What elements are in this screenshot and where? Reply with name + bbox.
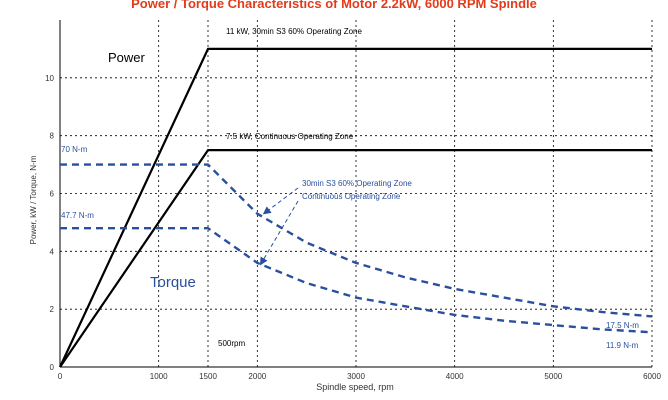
y-tick-label-0: 0 <box>50 363 55 372</box>
tick-labels: 0 1000 1500 2000 3000 4000 5000 6000 0 2 4 6 8 10 <box>45 74 661 381</box>
series-line-torque_s3 <box>60 163 653 318</box>
series-line-torque_cont <box>60 227 653 334</box>
cont-torque-zone-label: Continuous Operating Zone <box>302 192 401 201</box>
x-tick-label-3: 2000 <box>248 372 266 381</box>
s3-power-zone-label: 11 kW, 30min S3 60% Operating Zone <box>226 27 362 36</box>
cont-zone-arrow <box>259 200 299 266</box>
cont-power-zone-label: 7.5 kW, Continuous Operating Zone <box>226 132 354 141</box>
series-line-power_s3 <box>59 47 652 368</box>
x-axis-label: Spindle speed, rpm <box>316 382 394 392</box>
y-axis-label: Power, kW / Torque, N-m <box>29 155 38 244</box>
series-line-power_cont <box>59 149 652 368</box>
y-tick-label-3: 6 <box>50 190 55 199</box>
y-tick-label-4: 8 <box>50 132 55 141</box>
cont-torque-end-label: 11.9 N-m <box>606 341 639 350</box>
x-tick-label-7: 6000 <box>643 372 661 381</box>
axes <box>59 20 652 368</box>
x-tick-label-1: 1000 <box>150 372 168 381</box>
base-speed-label: 500rpm <box>218 339 245 348</box>
y-tick-label-2: 4 <box>50 247 55 256</box>
x-tick-label-0: 0 <box>58 372 63 381</box>
x-tick-label-2: 1500 <box>199 372 217 381</box>
series <box>59 47 653 368</box>
y-tick-label-1: 2 <box>50 305 55 314</box>
s3-torque-zone-label: 30min S3 60% Operating Zone <box>302 179 412 188</box>
x-tick-label-6: 5000 <box>544 372 562 381</box>
x-tick-label-4: 3000 <box>347 372 365 381</box>
y-tick-label-5: 10 <box>45 74 54 83</box>
x-tick-label-5: 4000 <box>446 372 464 381</box>
grid <box>60 20 653 367</box>
cont-torque-value-label: 47.7 N-m <box>61 211 94 220</box>
chart-title: Power / Torque Characteristics of Motor … <box>131 0 537 11</box>
torque-label: Torque <box>150 274 196 291</box>
power-label: Power <box>108 50 146 65</box>
s3-torque-end-label: 17.5 N-m <box>606 321 639 330</box>
s3-torque-value-label: 70 N-m <box>61 145 88 154</box>
